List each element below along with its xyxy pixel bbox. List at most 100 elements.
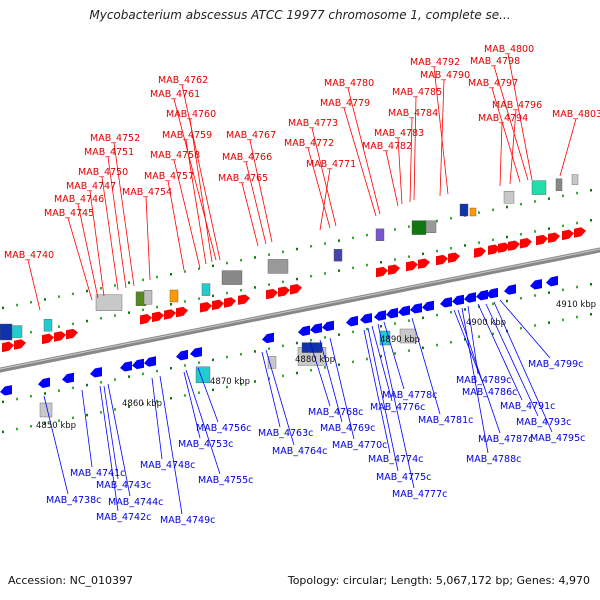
track-tick: [394, 352, 396, 355]
gene-label-forward: MAB_4798: [470, 56, 520, 67]
feature-box: [169, 289, 179, 303]
label-leader-line: [107, 156, 127, 289]
track-tick: [408, 255, 410, 258]
forward-gene-arrow: [520, 238, 532, 249]
feature-box: [555, 178, 563, 192]
track-tick: [114, 284, 116, 287]
label-leader-line: [433, 66, 449, 195]
forward-gene-arrow: [164, 309, 176, 320]
track-tick: [324, 366, 326, 369]
track-tick: [520, 233, 522, 236]
track-tick: [128, 311, 130, 314]
track-tick: [576, 285, 578, 289]
label-leader-line: [409, 117, 413, 203]
gene-label-forward: MAB_4796: [492, 100, 542, 111]
feature-box: [411, 220, 427, 235]
track-tick: [170, 367, 172, 370]
forward-gene-arrow: [238, 294, 250, 305]
gene-label-reverse: MAB_4786c: [462, 387, 517, 398]
label-leader-line: [107, 383, 131, 497]
track-tick: [548, 321, 550, 324]
reverse-gene-arrow: [298, 325, 310, 336]
track-tick: [128, 281, 130, 284]
track-tick: [352, 360, 354, 364]
track-tick: [198, 391, 200, 394]
track-tick: [576, 191, 578, 195]
track-tick: [156, 399, 158, 403]
label-leader-line: [499, 122, 503, 187]
label-leader-line: [249, 139, 273, 243]
label-leader-line: [559, 118, 577, 177]
track-tick: [72, 416, 74, 420]
track-tick: [212, 388, 214, 392]
label-leader-line: [507, 53, 533, 181]
gene-label-forward: MAB_4760: [166, 109, 216, 120]
label-leader-line: [181, 84, 221, 261]
track-tick: [58, 325, 60, 328]
gene-label-reverse: MAB_4777c: [392, 489, 447, 500]
gene-label-reverse: MAB_4764c: [272, 446, 327, 457]
feature-box: [469, 207, 477, 217]
track-tick: [44, 298, 46, 301]
track-tick: [198, 361, 200, 364]
track-tick: [450, 311, 452, 314]
track-tick: [184, 394, 186, 397]
scale-label: 4910 kbp: [556, 300, 596, 310]
label-leader-line: [307, 147, 331, 229]
track-tick: [100, 317, 102, 320]
forward-gene-arrow: [266, 288, 278, 300]
label-leader-line: [493, 65, 529, 181]
reverse-gene-arrow: [38, 377, 50, 388]
reverse-gene-arrow: [546, 275, 558, 287]
label-leader-line: [493, 301, 553, 433]
label-leader-line: [101, 176, 119, 291]
track-tick: [254, 256, 256, 259]
track-tick: [156, 305, 158, 309]
genome-summary: Topology: circular; Length: 5,067,172 bp…: [287, 574, 590, 587]
track-tick: [562, 318, 564, 322]
reverse-gene-arrow: [530, 279, 542, 290]
track-tick: [268, 377, 270, 380]
feature-box: [0, 323, 13, 341]
label-leader-line: [189, 118, 213, 263]
track-tick: [226, 291, 228, 295]
forward-gene-arrow: [536, 234, 548, 246]
track-tick: [534, 324, 536, 327]
track-tick: [366, 233, 368, 237]
gene-label-forward: MAB_4745: [44, 208, 94, 219]
gene-label-forward: MAB_4792: [410, 57, 460, 68]
gene-label-reverse: MAB_4770c: [332, 440, 387, 451]
gene-label-forward: MAB_4752: [90, 133, 140, 144]
track-tick: [198, 297, 200, 300]
track-tick: [590, 283, 592, 286]
gene-label-forward: MAB_4761: [150, 89, 200, 100]
forward-gene-arrow: [406, 260, 418, 272]
label-leader-line: [245, 161, 267, 245]
track-tick: [366, 357, 368, 361]
track-tick: [128, 375, 130, 378]
reverse-gene-arrow: [452, 294, 464, 306]
track-tick: [30, 331, 32, 334]
track-tick: [422, 346, 424, 350]
track-tick: [324, 336, 326, 339]
label-leader-line: [363, 329, 391, 454]
gene-label-forward: MAB_4746: [54, 194, 104, 205]
track-tick: [86, 289, 88, 293]
gene-label-forward: MAB_4765: [218, 173, 268, 184]
forward-gene-arrow: [278, 286, 290, 297]
track-tick: [100, 287, 102, 290]
track-tick: [296, 341, 298, 345]
track-tick: [226, 355, 228, 359]
label-leader-line: [197, 367, 219, 423]
track-tick: [114, 378, 116, 381]
forward-gene-arrow: [200, 302, 212, 313]
track-tick: [450, 247, 452, 250]
track-tick: [548, 291, 550, 294]
feature-box: [503, 190, 515, 204]
gene-label-forward: MAB_4779: [320, 98, 370, 109]
track-tick: [30, 395, 32, 398]
forward-gene-arrow: [562, 229, 574, 241]
track-tick: [422, 252, 424, 256]
track-tick: [506, 299, 508, 303]
gene-label-forward: MAB_4785: [392, 87, 442, 98]
